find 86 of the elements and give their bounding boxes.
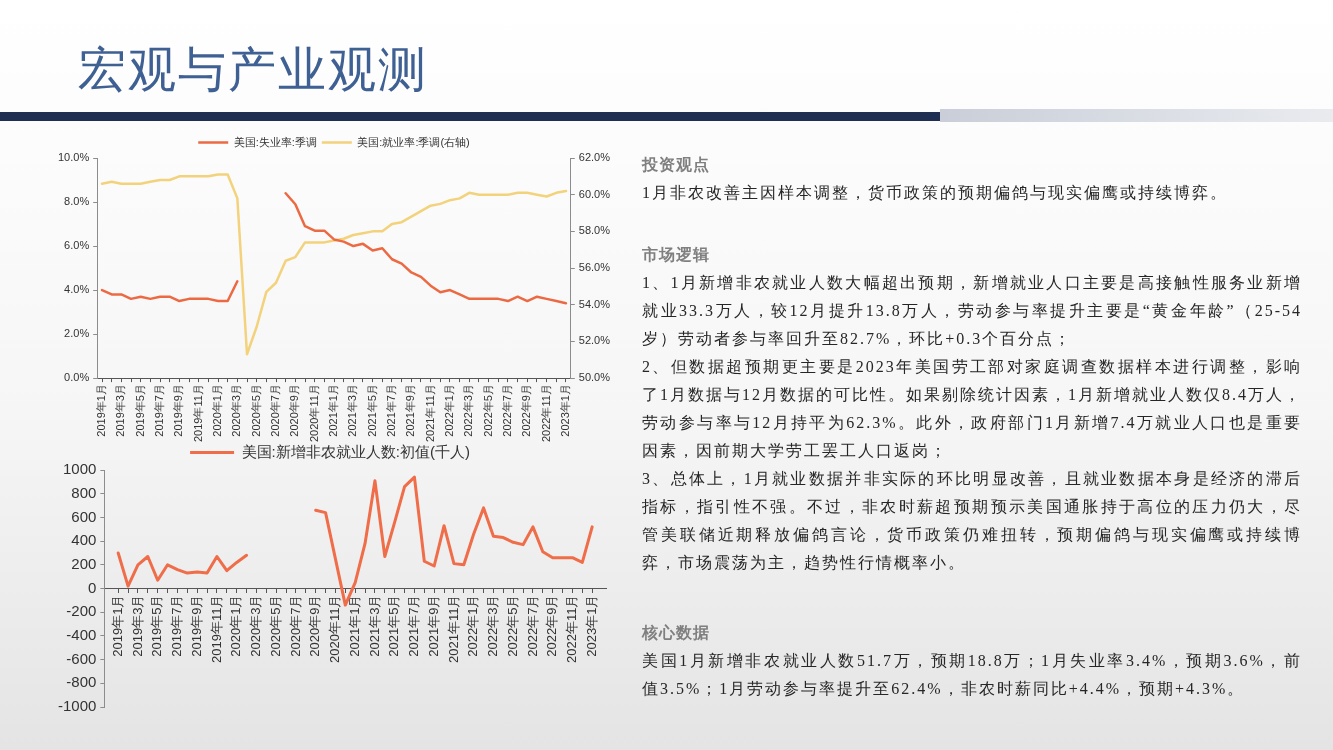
x-tick-label: 2019年3月	[114, 384, 127, 437]
y-tick-label: 0.0%	[64, 371, 90, 384]
y2-tick-label: 56.0%	[578, 261, 611, 274]
x-tick-label: 2022年11月	[539, 384, 552, 442]
y-tick-label: 600	[71, 507, 97, 525]
y-tick-label: 4.0%	[64, 283, 90, 296]
y-tick-label: -200	[66, 602, 97, 620]
x-tick-label: 2022年11月	[564, 594, 579, 663]
text: 1、1月新增非农就业人数大幅超出预期，新增就业人口主要是高接触性服务业新增就业33.3万人，较12月提升13.8万人，劳动参与率提升主要是“黄金年龄”（25-54岁）劳动者参与率回升至82.7%，环比+0.3个百分点；	[642, 273, 1302, 349]
x-tick-label: 2021年9月	[404, 384, 417, 437]
x-tick-label: 2021年3月	[366, 594, 382, 657]
x-tick-label: 2022年9月	[544, 594, 560, 657]
x-tick-label: 2022年3月	[485, 594, 501, 657]
x-tick-label: 2020年5月	[267, 594, 283, 657]
x-tick-label: 2019年9月	[188, 594, 204, 657]
y-tick-label: -600	[66, 649, 97, 667]
x-tick-label: 2020年9月	[288, 384, 301, 437]
y-tick-label: 800	[71, 483, 97, 501]
x-tick-label: 2019年7月	[153, 384, 166, 437]
x-tick-label: 2021年1月	[346, 594, 362, 657]
x-tick-label: 2022年5月	[504, 594, 520, 657]
y2-tick-label: 62.0%	[578, 151, 611, 164]
y2-tick-label: 58.0%	[578, 224, 611, 237]
x-tick-label: 2021年7月	[385, 384, 398, 437]
x-tick-label: 2019年3月	[129, 594, 145, 657]
chart-title: 宏观与产业观测	[78, 43, 428, 96]
x-tick-label: 2021年5月	[365, 384, 378, 437]
y-tick-label: 8.0%	[64, 195, 90, 208]
y2-tick-label: 60.0%	[578, 187, 611, 200]
y-tick-label: 6.0%	[64, 239, 90, 252]
x-tick-label: 2020年1月	[228, 594, 244, 657]
x-tick-label: 2020年7月	[287, 594, 303, 657]
x-tick-label: 2019年5月	[149, 594, 165, 657]
y-tick-label: 200	[71, 554, 97, 572]
x-tick-label: 2022年7月	[501, 384, 514, 437]
text: 美国1月新增非农就业人数51.7万，预期18.8万；1月失业率3.4%，预期3.6%，前值3.5%；1月劳动参与率提升至62.4%，非农时薪同比+4.4%，预期+4.3%。	[642, 651, 1302, 699]
x-tick-label: 2021年1月	[327, 384, 340, 437]
x-tick-label: 2020年1月	[211, 384, 224, 437]
x-tick-label: 2020年11月	[327, 594, 343, 663]
y-tick-label: 2.0%	[64, 327, 90, 340]
x-tick-label: 2021年11月	[423, 384, 436, 442]
x-tick-label: 2019年9月	[172, 384, 185, 437]
x-tick-label: 2023年1月	[583, 594, 599, 657]
y2-tick-label: 52.0%	[578, 334, 611, 347]
x-tick-label: 2021年7月	[406, 594, 422, 657]
x-tick-label: 2020年7月	[269, 384, 282, 437]
text: 3、总体上，1月就业数据并非实际的环比明显改善，且就业数据本身是经济的滞后指标，指引性不强。不过，非农时薪超预期预示美国通胀持于高位的压力仍大，尽管美联储近期释放偏鸽言论，货币政策仍难扭转，预期偏鸽与现实偏鹰或持续博弈，市场震荡为主，趋势性行情概率小。	[642, 469, 1302, 573]
x-tick-label: 2020年11月	[307, 384, 320, 442]
x-tick-label: 2022年5月	[481, 384, 494, 437]
y-tick-label: 0	[88, 578, 97, 596]
x-tick-label: 2020年3月	[248, 594, 264, 657]
x-tick-label: 2019年11月	[191, 384, 204, 442]
text: 投资观点	[642, 155, 711, 175]
y2-tick-label: 50.0%	[578, 371, 611, 384]
legend-label: 美国:新增非农就业人数:初值(千人)	[241, 442, 470, 460]
x-tick-label: 2021年9月	[425, 594, 441, 657]
text: 核心数据	[642, 623, 711, 643]
legend-label: 美国:失业率:季调	[233, 135, 317, 148]
x-tick-label: 2021年3月	[346, 384, 359, 437]
x-tick-label: 2022年1月	[443, 384, 456, 437]
y-tick-label: 10.0%	[57, 151, 90, 164]
text: 2、但数据超预期更主要是2023年美国劳工部对家庭调查数据样本进行调整，影响了1月数据与12月数据的可比性。如果剔除统计因素，1月新增就业人数仅8.4万人，劳动参与率与12月持平为62.3%。此外，政府部门1月新增7.4万就业人口也是重要因素，因前期大学劳工罢工人口返岗；	[642, 357, 1302, 461]
x-tick-label: 2020年5月	[249, 384, 262, 437]
x-tick-label: 2020年9月	[307, 594, 323, 657]
text: 市场逻辑	[642, 245, 711, 265]
x-tick-label: 2019年5月	[133, 384, 146, 437]
x-tick-label: 2022年1月	[465, 594, 481, 657]
x-tick-label: 2019年1月	[95, 384, 108, 437]
x-tick-label: 2021年5月	[386, 594, 402, 657]
y-tick-label: 400	[71, 531, 97, 549]
x-tick-label: 2019年7月	[169, 594, 185, 657]
legend-label: 美国:就业率:季调(右轴)	[357, 135, 470, 148]
x-tick-label: 2023年1月	[559, 384, 572, 437]
y-tick-label: -800	[66, 673, 97, 691]
y-tick-label: -1000	[57, 697, 97, 715]
text: 1月非农改善主因样本调整，货币政策的预期偏鸽与现实偏鹰或持续博弈。	[642, 183, 1229, 203]
y2-tick-label: 54.0%	[578, 297, 611, 310]
y-tick-label: -400	[66, 626, 97, 644]
x-tick-label: 2022年3月	[462, 384, 475, 437]
x-tick-label: 2019年11月	[208, 594, 224, 663]
x-tick-label: 2019年1月	[109, 594, 125, 657]
x-tick-label: 2021年11月	[445, 594, 461, 663]
x-tick-label: 2022年7月	[524, 594, 540, 657]
x-tick-label: 2020年3月	[230, 384, 243, 437]
x-tick-label: 2022年9月	[520, 384, 533, 437]
y-tick-label: 1000	[62, 460, 97, 478]
